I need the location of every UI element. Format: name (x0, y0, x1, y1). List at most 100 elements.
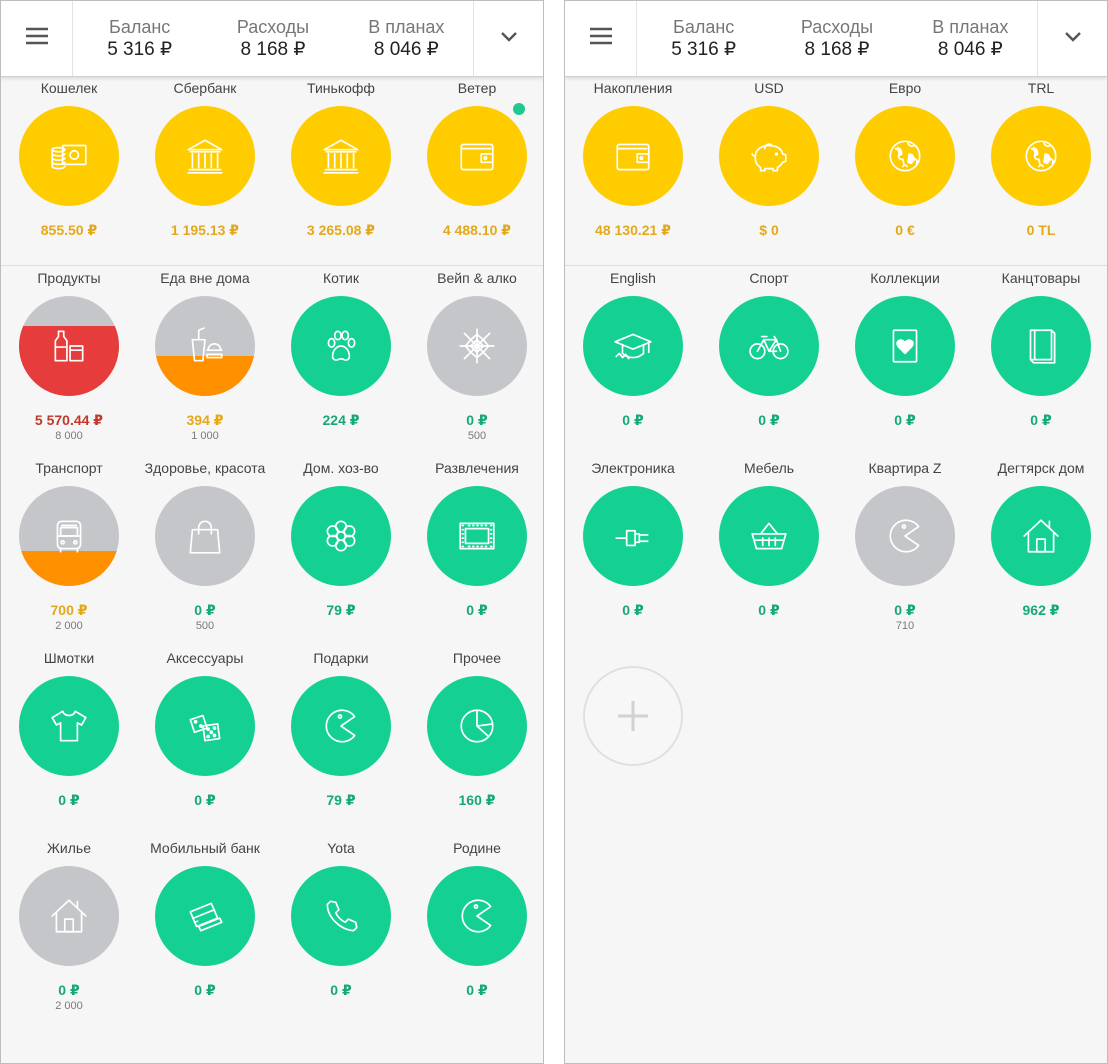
category-item[interactable]: Транспорт 700 ₽ 2 000 (1, 459, 137, 649)
category-item[interactable]: Коллекции 0 ₽ (837, 269, 973, 459)
category-name: Yota (327, 840, 355, 856)
category-circle[interactable] (291, 486, 391, 586)
category-item[interactable]: Прочее 160 ₽ (409, 649, 543, 839)
summary-stats[interactable]: Баланс 5 316 ₽ Расходы 8 168 ₽ В планах … (73, 1, 473, 76)
category-circle[interactable] (19, 296, 119, 396)
category-amount: 224 ₽ (322, 412, 360, 428)
category-circle[interactable] (291, 296, 391, 396)
category-item[interactable]: Здоровье, красота 0 ₽ 500 (137, 459, 273, 649)
category-item[interactable]: Шмотки 0 ₽ (1, 649, 137, 839)
graduation-cap-icon (612, 325, 654, 367)
add-category-button[interactable] (583, 666, 683, 766)
category-name: Дом. хоз-во (303, 460, 379, 476)
account-circle[interactable] (19, 106, 119, 206)
menu-button[interactable] (565, 1, 637, 76)
account-item[interactable]: Кошелек 855.50 ₽ (1, 79, 137, 269)
category-name: Дегтярск дом (997, 460, 1085, 476)
category-name: Канцтовары (1001, 270, 1081, 286)
category-circle[interactable] (855, 296, 955, 396)
category-item[interactable]: Yota 0 ₽ (273, 839, 409, 1029)
account-item[interactable]: Ветер 4 488.10 ₽ (409, 79, 543, 269)
category-item[interactable]: Дом. хоз-во 79 ₽ (273, 459, 409, 649)
category-item[interactable]: Развлечения 0 ₽ (409, 459, 543, 649)
basket-icon (748, 515, 790, 557)
category-item[interactable]: Продукты 5 570.44 ₽ 8 000 (1, 269, 137, 459)
category-circle[interactable] (583, 296, 683, 396)
category-item[interactable]: Подарки 79 ₽ (273, 649, 409, 839)
account-balance: 4 488.10 ₽ (442, 222, 512, 238)
category-amount: 0 ₽ (58, 982, 80, 998)
category-circle[interactable] (291, 676, 391, 776)
category-circle[interactable] (855, 486, 955, 586)
category-circle[interactable] (291, 866, 391, 966)
wallet-icon (456, 135, 498, 177)
expand-button[interactable] (473, 1, 543, 76)
account-circle[interactable] (427, 106, 527, 206)
account-balance: $ 0 (759, 222, 779, 238)
category-item[interactable]: Родине 0 ₽ (409, 839, 543, 1029)
account-item[interactable]: Тинькофф 3 265.08 ₽ (273, 79, 409, 269)
category-circle[interactable] (719, 296, 819, 396)
account-circle[interactable] (855, 106, 955, 206)
category-amount: 0 ₽ (194, 982, 216, 998)
category-circle[interactable] (155, 296, 255, 396)
pacman-icon (884, 515, 926, 557)
category-limit: 500 (195, 620, 215, 632)
category-item[interactable]: Еда вне дома 394 ₽ 1 000 (137, 269, 273, 459)
category-item[interactable]: Мебель 0 ₽ (701, 459, 837, 649)
account-circle[interactable] (991, 106, 1091, 206)
account-circle[interactable] (291, 106, 391, 206)
category-circle[interactable] (427, 676, 527, 776)
account-item[interactable]: Накопления 48 130.21 ₽ (565, 79, 701, 269)
category-circle[interactable] (19, 866, 119, 966)
budget-progress-fill (155, 356, 255, 396)
category-amount: 0 ₽ (194, 602, 216, 618)
category-circle[interactable] (583, 486, 683, 586)
account-item[interactable]: TRL 0 TL (973, 79, 1107, 269)
category-item[interactable]: Аксессуары 0 ₽ (137, 649, 273, 839)
summary-stats[interactable]: Баланс 5 316 ₽ Расходы 8 168 ₽ В планах … (637, 1, 1037, 76)
bicycle-icon (748, 325, 790, 367)
account-name: Евро (888, 80, 922, 96)
category-item[interactable]: Спорт 0 ₽ (701, 269, 837, 459)
menu-button[interactable] (1, 1, 73, 76)
category-circle[interactable] (155, 866, 255, 966)
category-circle[interactable] (991, 486, 1091, 586)
category-amount: 5 570.44 ₽ (34, 412, 104, 428)
category-item[interactable]: Электроника 0 ₽ (565, 459, 701, 649)
category-item[interactable]: Дегтярск дом 962 ₽ (973, 459, 1107, 649)
category-circle[interactable] (19, 676, 119, 776)
category-circle[interactable] (719, 486, 819, 586)
category-circle[interactable] (155, 676, 255, 776)
category-item[interactable]: Котик 224 ₽ (273, 269, 409, 459)
category-circle[interactable] (19, 486, 119, 586)
stat-value: 8 168 ₽ (804, 38, 870, 60)
category-circle[interactable] (427, 296, 527, 396)
category-item[interactable]: Вейп & алко 0 ₽ 500 (409, 269, 543, 459)
category-name: Квартира Z (868, 460, 942, 476)
category-item[interactable]: Мобильный банк 0 ₽ (137, 839, 273, 1029)
account-circle[interactable] (719, 106, 819, 206)
account-circle[interactable] (583, 106, 683, 206)
category-name: Родине (453, 840, 501, 856)
category-circle[interactable] (427, 866, 527, 966)
globe-icon (1020, 135, 1062, 177)
category-item[interactable]: Канцтовары 0 ₽ (973, 269, 1107, 459)
screen-right: Баланс 5 316 ₽ Расходы 8 168 ₽ В планах … (564, 0, 1108, 1064)
stat-balance: Баланс 5 316 ₽ (637, 1, 770, 76)
account-item[interactable]: Евро 0 € (837, 79, 973, 269)
category-name: Коллекции (870, 270, 940, 286)
account-name: Сбербанк (173, 80, 237, 96)
category-circle[interactable] (427, 486, 527, 586)
category-item[interactable]: English 0 ₽ (565, 269, 701, 459)
category-circle[interactable] (991, 296, 1091, 396)
category-circle[interactable] (155, 486, 255, 586)
account-item[interactable]: Сбербанк 1 195.13 ₽ (137, 79, 273, 269)
category-item[interactable]: Квартира Z 0 ₽ 710 (837, 459, 973, 649)
account-item[interactable]: USD $ 0 (701, 79, 837, 269)
category-amount: 0 ₽ (894, 412, 916, 428)
expand-button[interactable] (1037, 1, 1107, 76)
category-item[interactable]: Жилье 0 ₽ 2 000 (1, 839, 137, 1029)
category-limit: 1 000 (191, 430, 219, 442)
account-circle[interactable] (155, 106, 255, 206)
